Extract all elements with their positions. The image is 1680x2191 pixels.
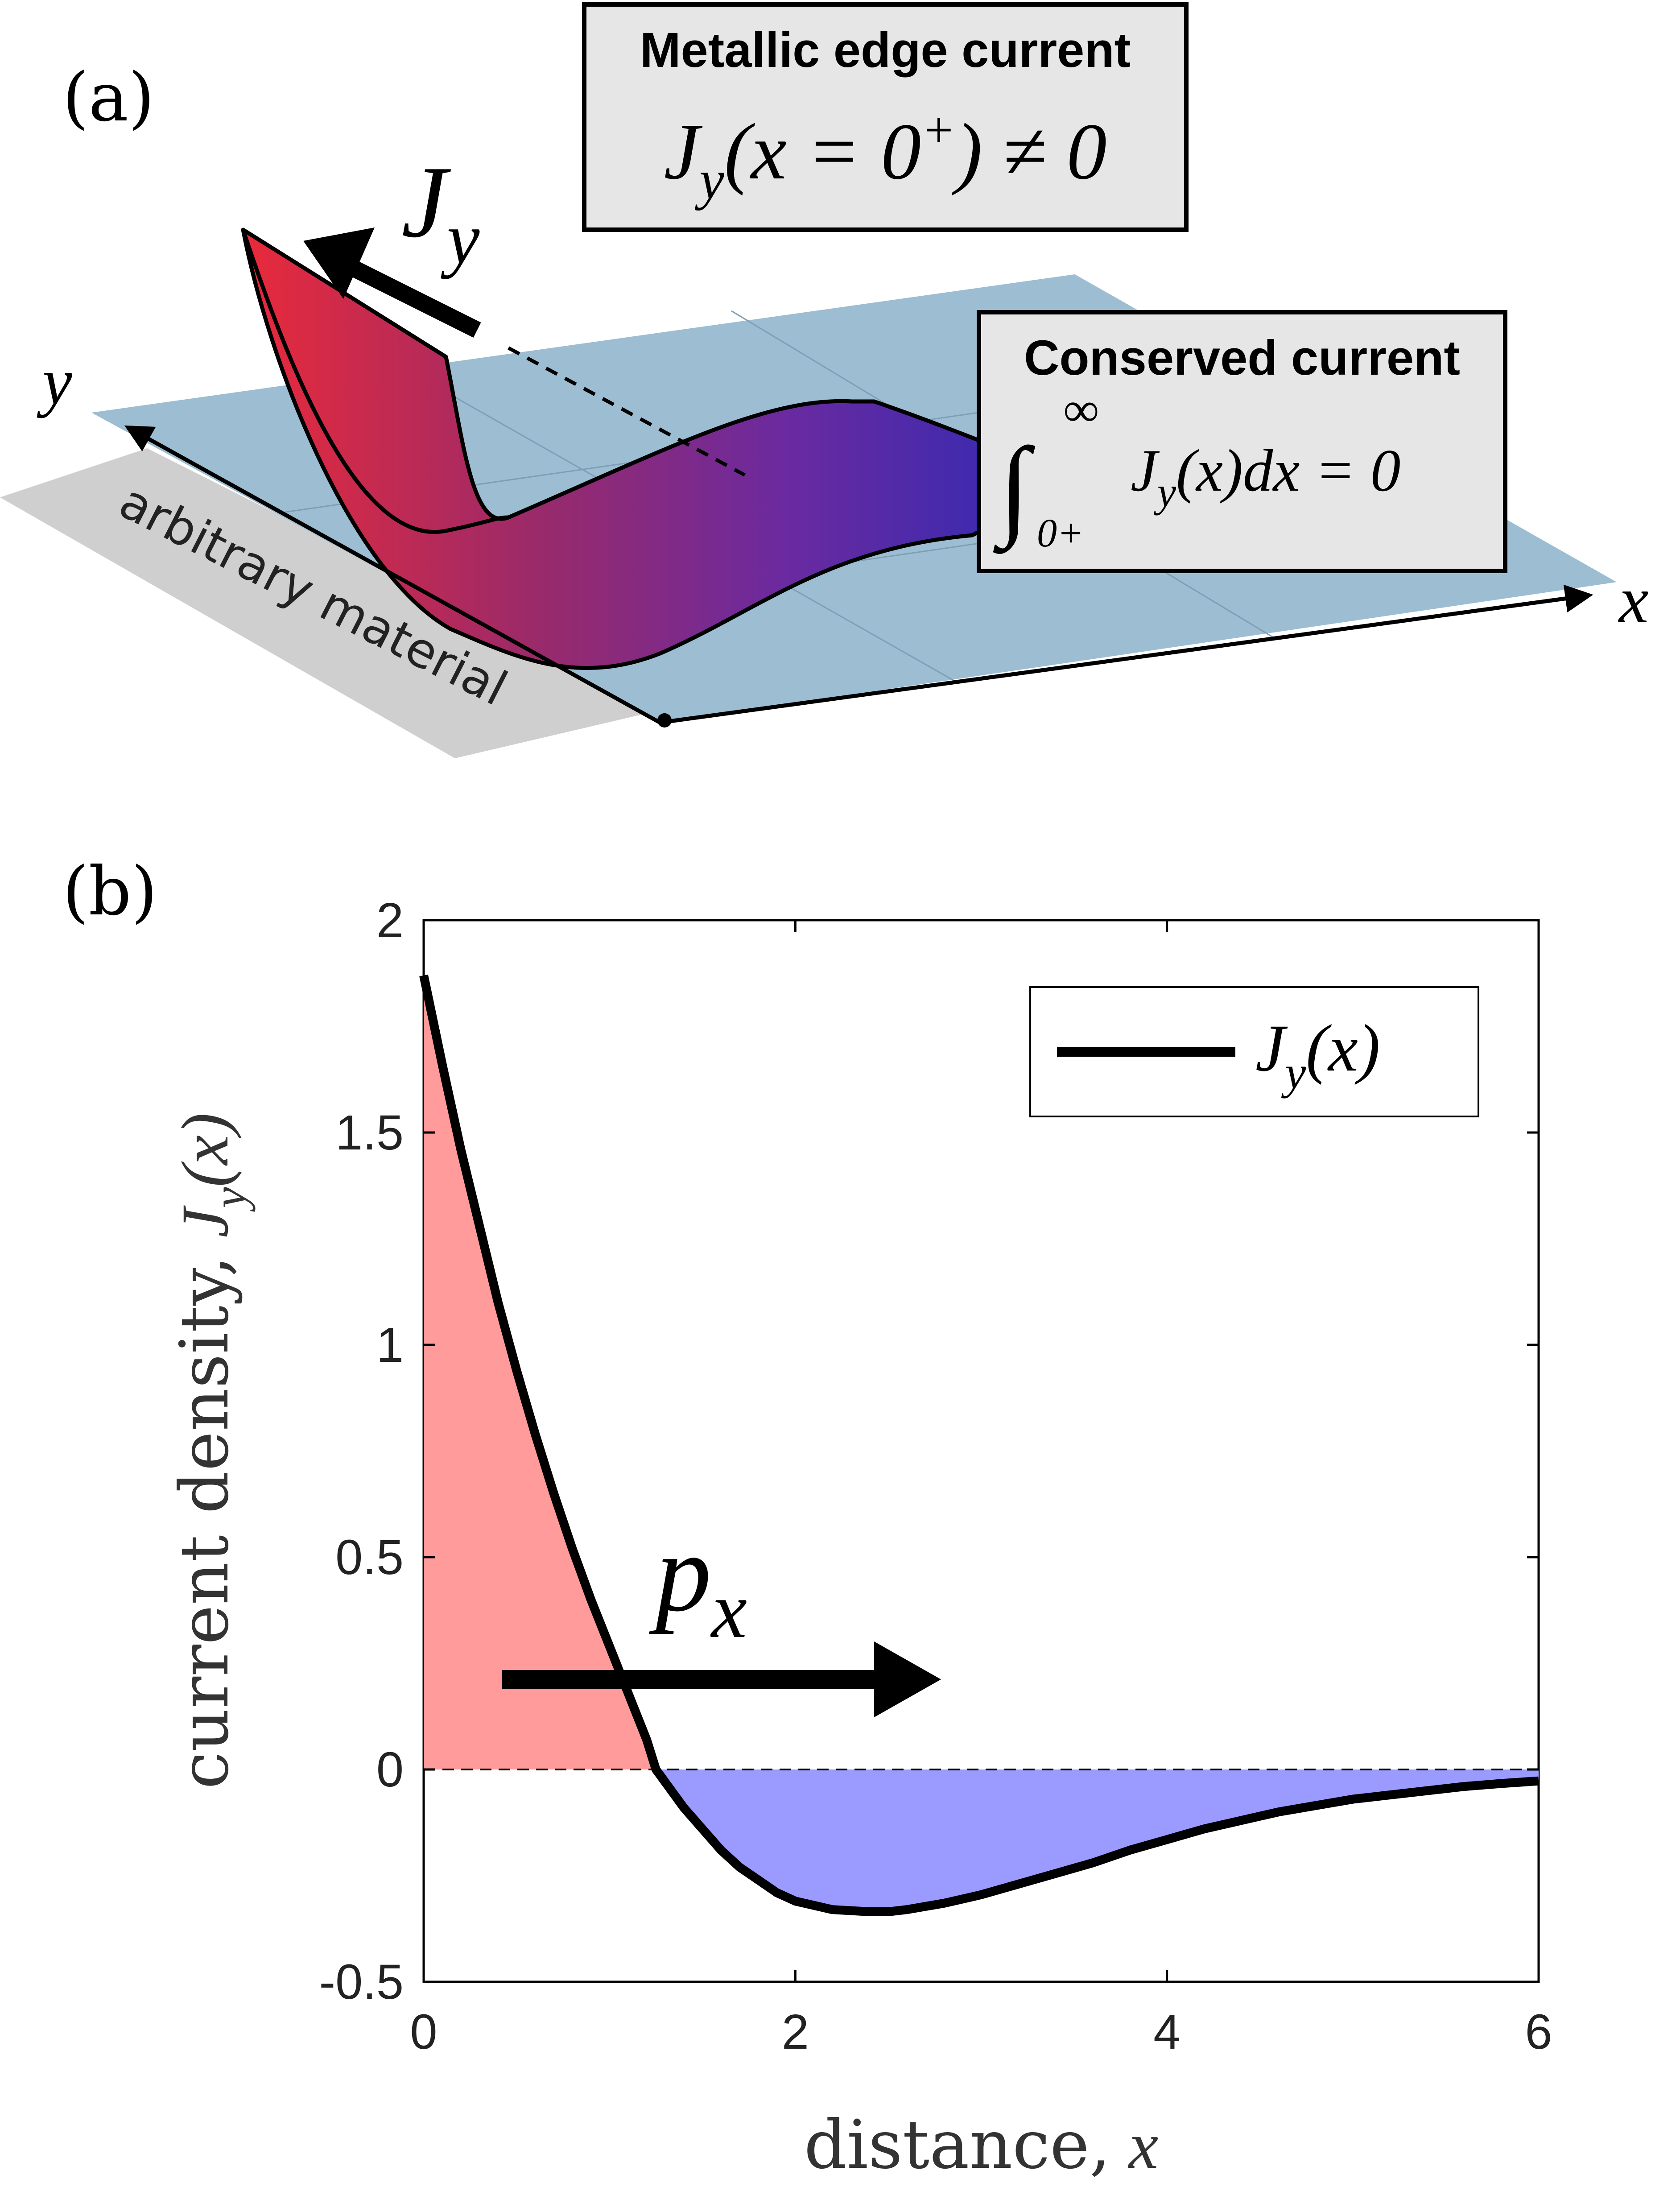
integral-upper-limit: ∞: [1064, 382, 1098, 437]
x-axis-label: distance, x: [804, 2106, 1158, 2184]
series-jy-line: [419, 974, 1539, 1916]
integral-lower-limit: 0+: [1037, 511, 1084, 555]
metallic-edge-title: Metallic edge current: [640, 23, 1131, 78]
y-axis-arrow: [124, 425, 661, 724]
dashed-edge-line: [508, 346, 746, 477]
integral-integrand: Jy(x)dx = 0: [1131, 438, 1400, 516]
axis-ticks: 0 2 4 6-0.500.511.52: [319, 893, 1552, 2059]
integral-sign: ∫: [993, 425, 1036, 554]
metallic-edge-box: Metallic edge current Jy(x = 0+) ≠ 0: [582, 2, 1189, 232]
y-tick-label: -0.5: [319, 1955, 404, 2009]
y-tick-label: 0.5: [335, 1530, 404, 1585]
origin-dot: [657, 713, 672, 728]
axis-x-label: x: [1618, 563, 1649, 637]
conserved-current-title: Conserved current: [1024, 331, 1460, 385]
axis-y-label: y: [37, 344, 72, 418]
panel-b: (b) 0 2 4 6-0.500.511.52 px Jy(x) distance,…: [62, 853, 1552, 2184]
x-tick-label: 6: [1525, 2005, 1552, 2059]
x-tick-label: 2: [782, 2005, 809, 2059]
px-label: px: [649, 1511, 747, 1654]
legend-entry: Jy(x): [1255, 1011, 1380, 1099]
panel-b-label: (b): [62, 853, 157, 930]
material-slab: [0, 448, 665, 758]
px-arrow: [502, 1641, 941, 1717]
x-axis-arrow: [660, 584, 1593, 725]
x-tick-label: 0: [410, 2005, 437, 2059]
y-tick-label: 1.5: [335, 1105, 404, 1160]
panel-a: (a) arbitrary material y x Jy: [0, 2, 1649, 758]
legend: Jy(x): [1029, 986, 1479, 1117]
y-tick-label: 0: [376, 1742, 404, 1797]
x-tick-label: 4: [1153, 2005, 1181, 2059]
positive-area-fill: [424, 975, 656, 1769]
conserved-current-box: Conserved current ∫ ∞ 0+ Jy(x)dx = 0: [977, 310, 1507, 573]
y-tick-label: 2: [376, 893, 404, 948]
current-sheet-front-edge: [241, 229, 509, 534]
y-axis-label: current density,Jy(x): [166, 1113, 256, 1789]
current-sheet: [241, 227, 1081, 670]
y-tick-label: 1: [376, 1318, 404, 1372]
metallic-edge-formula: Jy(x = 0+) ≠ 0: [664, 102, 1106, 211]
panel-a-label: (a): [62, 59, 154, 136]
jy-arrow: [303, 227, 481, 338]
jy-label: Jy: [401, 145, 480, 279]
